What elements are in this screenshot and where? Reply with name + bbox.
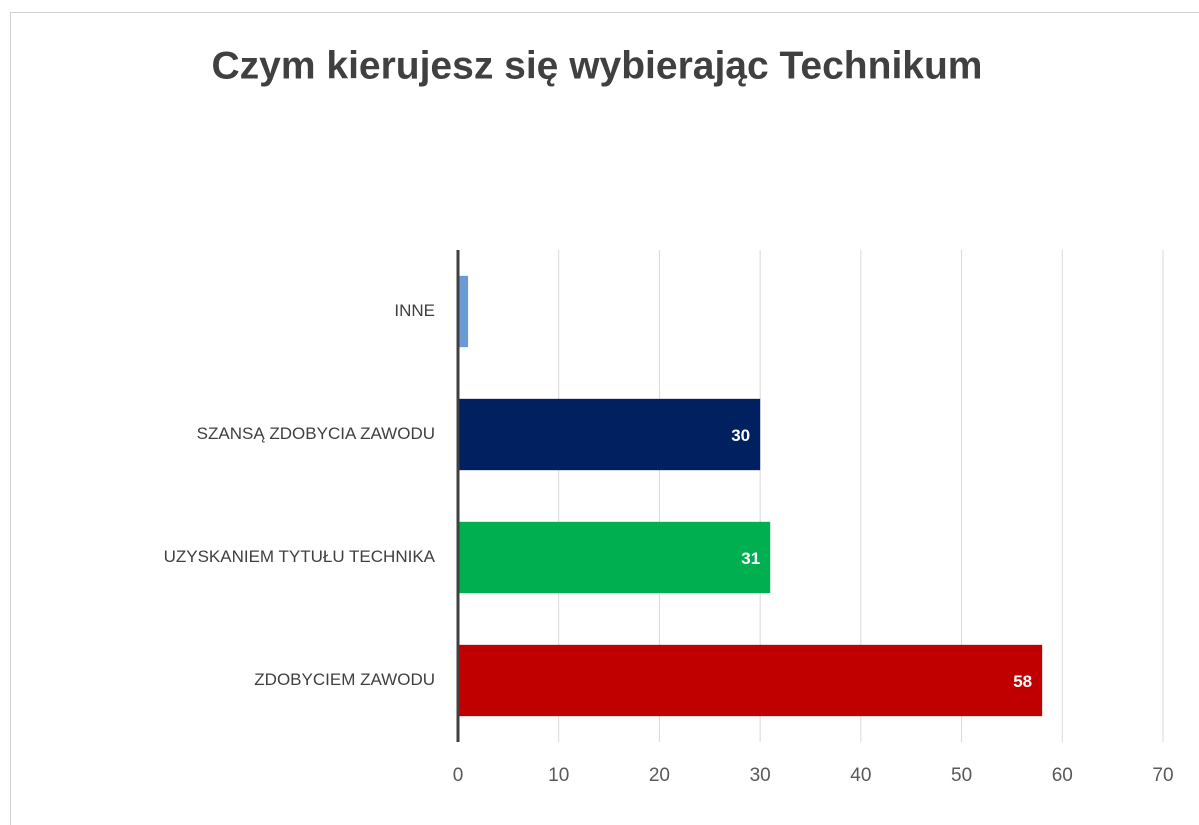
data-label: 30 bbox=[731, 426, 750, 445]
y-tick-label: UZYSKANIEM TYTUŁU TECHNIKA bbox=[164, 547, 436, 566]
bar bbox=[458, 398, 761, 471]
data-label: 31 bbox=[741, 549, 760, 568]
x-tick-label: 10 bbox=[548, 765, 569, 786]
x-tick-label: 0 bbox=[453, 765, 464, 786]
x-tick-label: 70 bbox=[1152, 765, 1173, 786]
x-tick-label: 40 bbox=[850, 765, 871, 786]
x-tick-label: 50 bbox=[951, 765, 972, 786]
data-label: 58 bbox=[1013, 672, 1032, 691]
x-tick-label: 60 bbox=[1052, 765, 1073, 786]
y-tick-label: SZANSĄ ZDOBYCIA ZAWODU bbox=[197, 424, 435, 443]
bar bbox=[458, 275, 469, 348]
bar bbox=[458, 644, 1043, 717]
bar bbox=[458, 521, 771, 594]
y-tick-label: ZDOBYCIEM ZAWODU bbox=[254, 670, 435, 689]
chart-title: Czym kierujesz się wybierając Technikum bbox=[212, 44, 983, 87]
x-tick-label: 20 bbox=[649, 765, 670, 786]
y-tick-label: INNE bbox=[394, 301, 435, 320]
x-tick-label: 30 bbox=[750, 765, 771, 786]
